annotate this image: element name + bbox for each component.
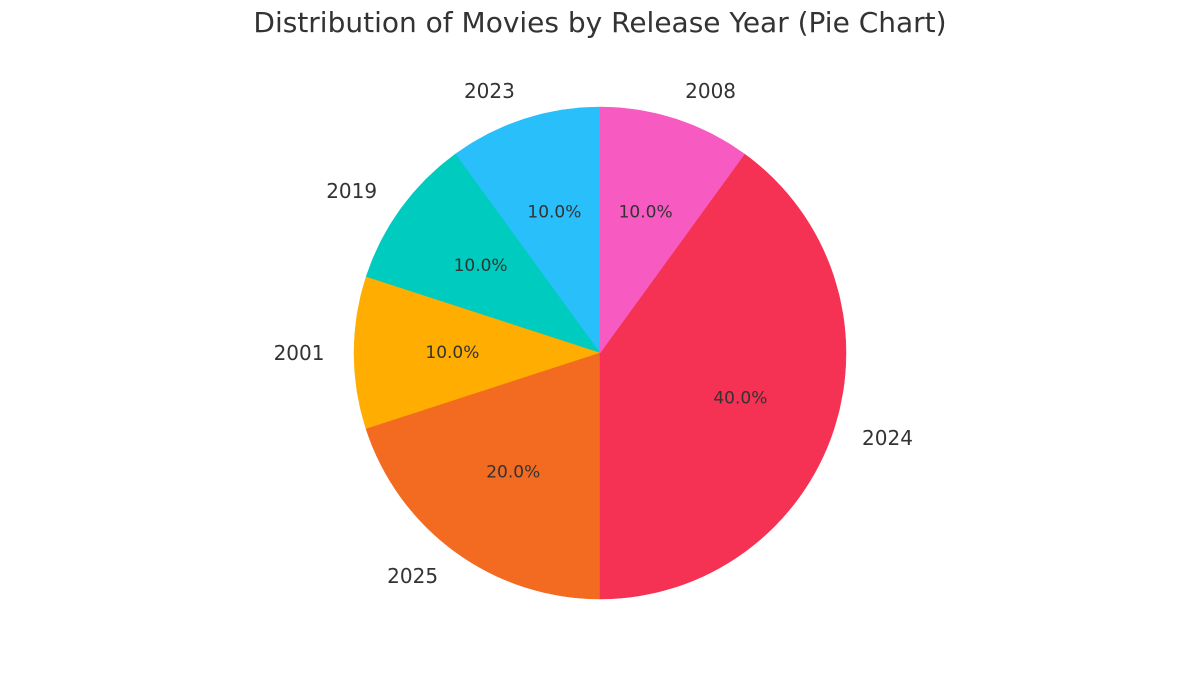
- category-label-2023: 2023: [464, 79, 515, 103]
- percentage-labels: 10.0% 10.0% 10.0% 20.0% 40.0% 10.0%: [425, 203, 767, 483]
- pie-slices: [353, 106, 847, 600]
- pie-slice-2024: [599, 153, 847, 600]
- pct-label-2024: 40.0%: [713, 389, 767, 409]
- chart-title: Distribution of Movies by Release Year (…: [253, 6, 947, 39]
- category-label-2001: 2001: [274, 341, 325, 365]
- category-label-2025: 2025: [387, 564, 438, 588]
- pie-slice-2023: [455, 106, 601, 354]
- pct-label-2019: 10.0%: [454, 256, 508, 276]
- pie-slice-2001: [353, 276, 601, 430]
- category-label-2024: 2024: [862, 426, 913, 450]
- pct-label-2023: 10.0%: [527, 203, 581, 223]
- pct-label-2025: 20.0%: [486, 462, 540, 482]
- category-label-2019: 2019: [326, 179, 377, 203]
- pie-slice-2025: [365, 352, 601, 600]
- pie-slice-2008: [599, 106, 745, 354]
- category-labels: 2023 2019 2001 2025 2024 2008: [274, 79, 913, 588]
- pie-slice-2019: [365, 153, 601, 354]
- pct-label-2001: 10.0%: [425, 343, 479, 363]
- category-label-2008: 2008: [685, 79, 736, 103]
- pct-label-2008: 10.0%: [619, 203, 673, 223]
